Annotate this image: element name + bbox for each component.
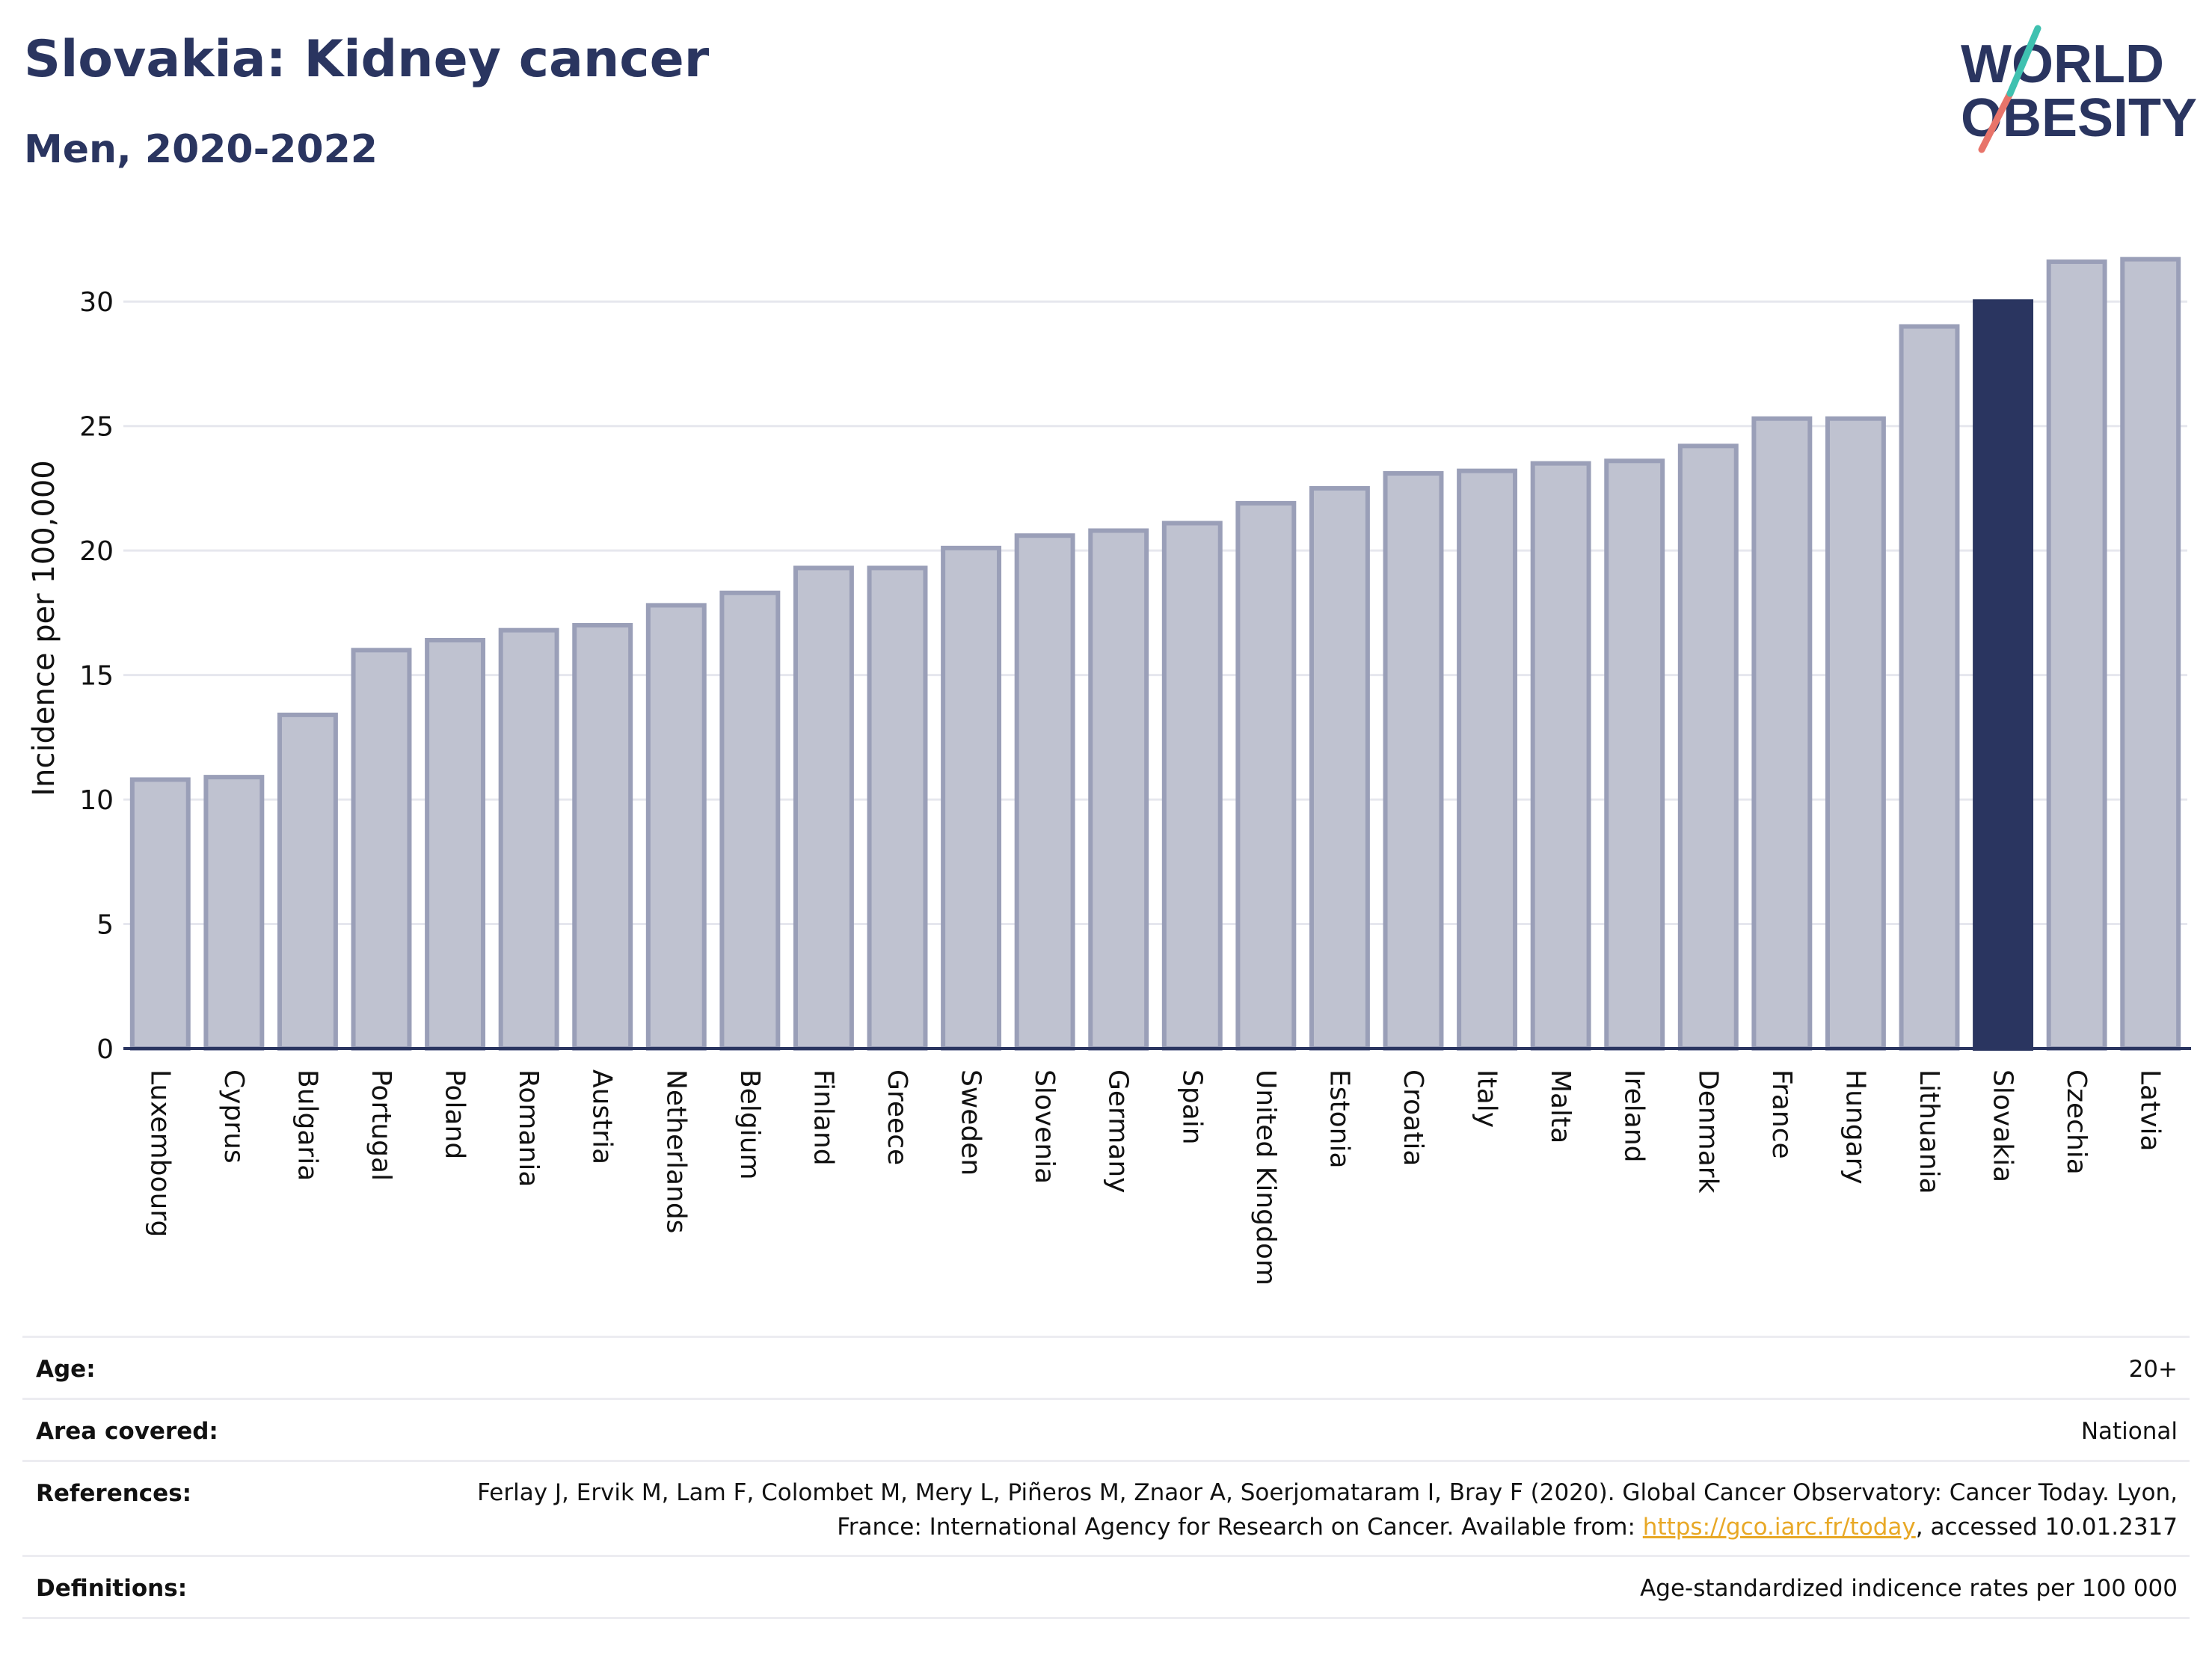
x-tick-label: Spain xyxy=(1176,1069,1207,1145)
x-axis-labels: Luxembourg Cyprus Bulgaria Portugal Poland Ro… xyxy=(144,1069,2165,1286)
references-value: Ferlay J, Ervik M, Lam F, Colombet M, Me… xyxy=(473,1476,2178,1544)
bar-hungary xyxy=(1825,416,1886,1051)
bar-lithuania xyxy=(1899,324,1960,1051)
x-tick-label: Luxembourg xyxy=(144,1069,175,1237)
x-tick-label: Portugal xyxy=(366,1069,396,1181)
bar-luxembourg xyxy=(129,777,191,1051)
references-label: References: xyxy=(36,1480,192,1507)
x-tick-label: Sweden xyxy=(956,1069,986,1176)
references-text-end: , accessed 10.01.2317 xyxy=(1915,1514,2178,1541)
y-tick-label: 0 xyxy=(96,1034,114,1065)
y-tick-label: 5 xyxy=(96,910,114,941)
x-tick-label: Croatia xyxy=(1398,1069,1428,1166)
bar-romania xyxy=(498,627,559,1051)
x-tick-label: Denmark xyxy=(1692,1069,1723,1194)
bar-belgium xyxy=(719,590,781,1051)
area-label: Area covered: xyxy=(36,1418,218,1445)
bar-poland xyxy=(425,638,486,1051)
chart-title: Slovakia: Kidney cancer xyxy=(24,30,710,89)
x-tick-label: Hungary xyxy=(1840,1069,1870,1185)
y-tick-label: 20 xyxy=(79,536,114,567)
definitions-value: Age-standardized indicence rates per 100… xyxy=(1640,1575,2178,1602)
chart-subtitle: Men, 2020-2022 xyxy=(24,127,378,172)
x-tick-label: United Kingdom xyxy=(1250,1069,1281,1286)
logo-slash-red xyxy=(1978,90,2014,153)
bar-portugal xyxy=(351,648,412,1051)
bar-cyprus xyxy=(203,775,265,1051)
x-tick-label: France xyxy=(1766,1069,1797,1159)
x-tick-label: Bulgaria xyxy=(292,1069,322,1181)
x-tick-label: Italy xyxy=(1472,1069,1502,1128)
x-tick-label: Ireland xyxy=(1619,1069,1650,1163)
bar-germany xyxy=(1088,528,1149,1051)
age-value: 20+ xyxy=(2128,1356,2178,1383)
x-tick-label: Latvia xyxy=(2135,1069,2166,1152)
bar-estonia xyxy=(1309,485,1370,1051)
bar-slovenia xyxy=(1014,533,1075,1051)
x-tick-label: Malta xyxy=(1545,1069,1576,1143)
y-tick-label: 10 xyxy=(79,785,114,816)
bar-malta xyxy=(1530,461,1591,1051)
bar-greece xyxy=(867,565,928,1051)
meta-row-references: References: Ferlay J, Ervik M, Lam F, Co… xyxy=(22,1462,2190,1557)
bar-united-kingdom xyxy=(1235,500,1297,1051)
bar-netherlands xyxy=(645,603,707,1051)
x-tick-label: Greece xyxy=(882,1069,912,1165)
y-tick-label: 25 xyxy=(79,412,114,443)
x-tick-label: Austria xyxy=(587,1069,618,1164)
x-tick-label: Poland xyxy=(440,1069,470,1159)
world-obesity-logo: WORLD OBESITY xyxy=(1961,25,2197,153)
bar-finland xyxy=(793,565,854,1051)
bar-latvia xyxy=(2120,257,2181,1051)
x-tick-label: Netherlands xyxy=(660,1069,691,1233)
bar-czechia xyxy=(2046,259,2107,1051)
y-axis-label: Incidence per 100,000 xyxy=(27,460,61,796)
meta-row-definitions: Definitions: Age-standardized indicence … xyxy=(22,1557,2190,1619)
definitions-label: Definitions: xyxy=(36,1575,188,1602)
bar-ireland xyxy=(1604,458,1665,1051)
y-axis-ticks: 0 5 10 15 20 25 30 xyxy=(79,287,114,1065)
x-tick-label: Estonia xyxy=(1324,1069,1354,1169)
x-tick-label: Finland xyxy=(808,1069,838,1166)
x-tick-label: Czechia xyxy=(2061,1069,2092,1175)
bar-france xyxy=(1751,416,1813,1051)
x-tick-label: Germany xyxy=(1103,1069,1134,1193)
meta-row-area: Area covered: National xyxy=(22,1400,2190,1462)
references-text: Ferlay J, Ervik M, Lam F, Colombet M, Me… xyxy=(477,1479,2178,1541)
bar-spain xyxy=(1161,521,1223,1051)
references-link[interactable]: https://gco.iarc.fr/today xyxy=(1642,1514,1916,1541)
bars xyxy=(129,257,2181,1051)
bar-austria xyxy=(572,623,633,1051)
bar-croatia xyxy=(1383,470,1444,1051)
x-tick-label: Romania xyxy=(513,1069,544,1187)
x-tick-label: Slovenia xyxy=(1029,1069,1060,1184)
bar-denmark xyxy=(1677,443,1739,1051)
bar-sweden xyxy=(941,545,1002,1051)
bar-chart: 0 5 10 15 20 25 30 Luxembourg Cyprus Bulgaria Por… xyxy=(27,257,2191,1286)
x-tick-label: Cyprus xyxy=(218,1069,249,1164)
y-tick-label: 30 xyxy=(79,287,114,318)
x-tick-label: Slovakia xyxy=(1988,1069,2018,1182)
age-label: Age: xyxy=(36,1356,96,1383)
meta-row-age: Age: 20+ xyxy=(22,1338,2190,1400)
bar-italy xyxy=(1457,468,1518,1051)
x-tick-label: Belgium xyxy=(734,1069,765,1180)
area-value: National xyxy=(2080,1418,2178,1445)
bar-slovakia xyxy=(1973,299,2034,1051)
y-tick-label: 15 xyxy=(79,661,114,692)
logo-slash-teal xyxy=(2006,25,2042,97)
x-tick-label: Lithuania xyxy=(1914,1069,1944,1194)
logo-line-world: WORLD xyxy=(1961,34,2164,94)
bar-bulgaria xyxy=(277,712,338,1051)
metadata-table: Age: 20+ Area covered: National Referenc… xyxy=(22,1336,2190,1619)
